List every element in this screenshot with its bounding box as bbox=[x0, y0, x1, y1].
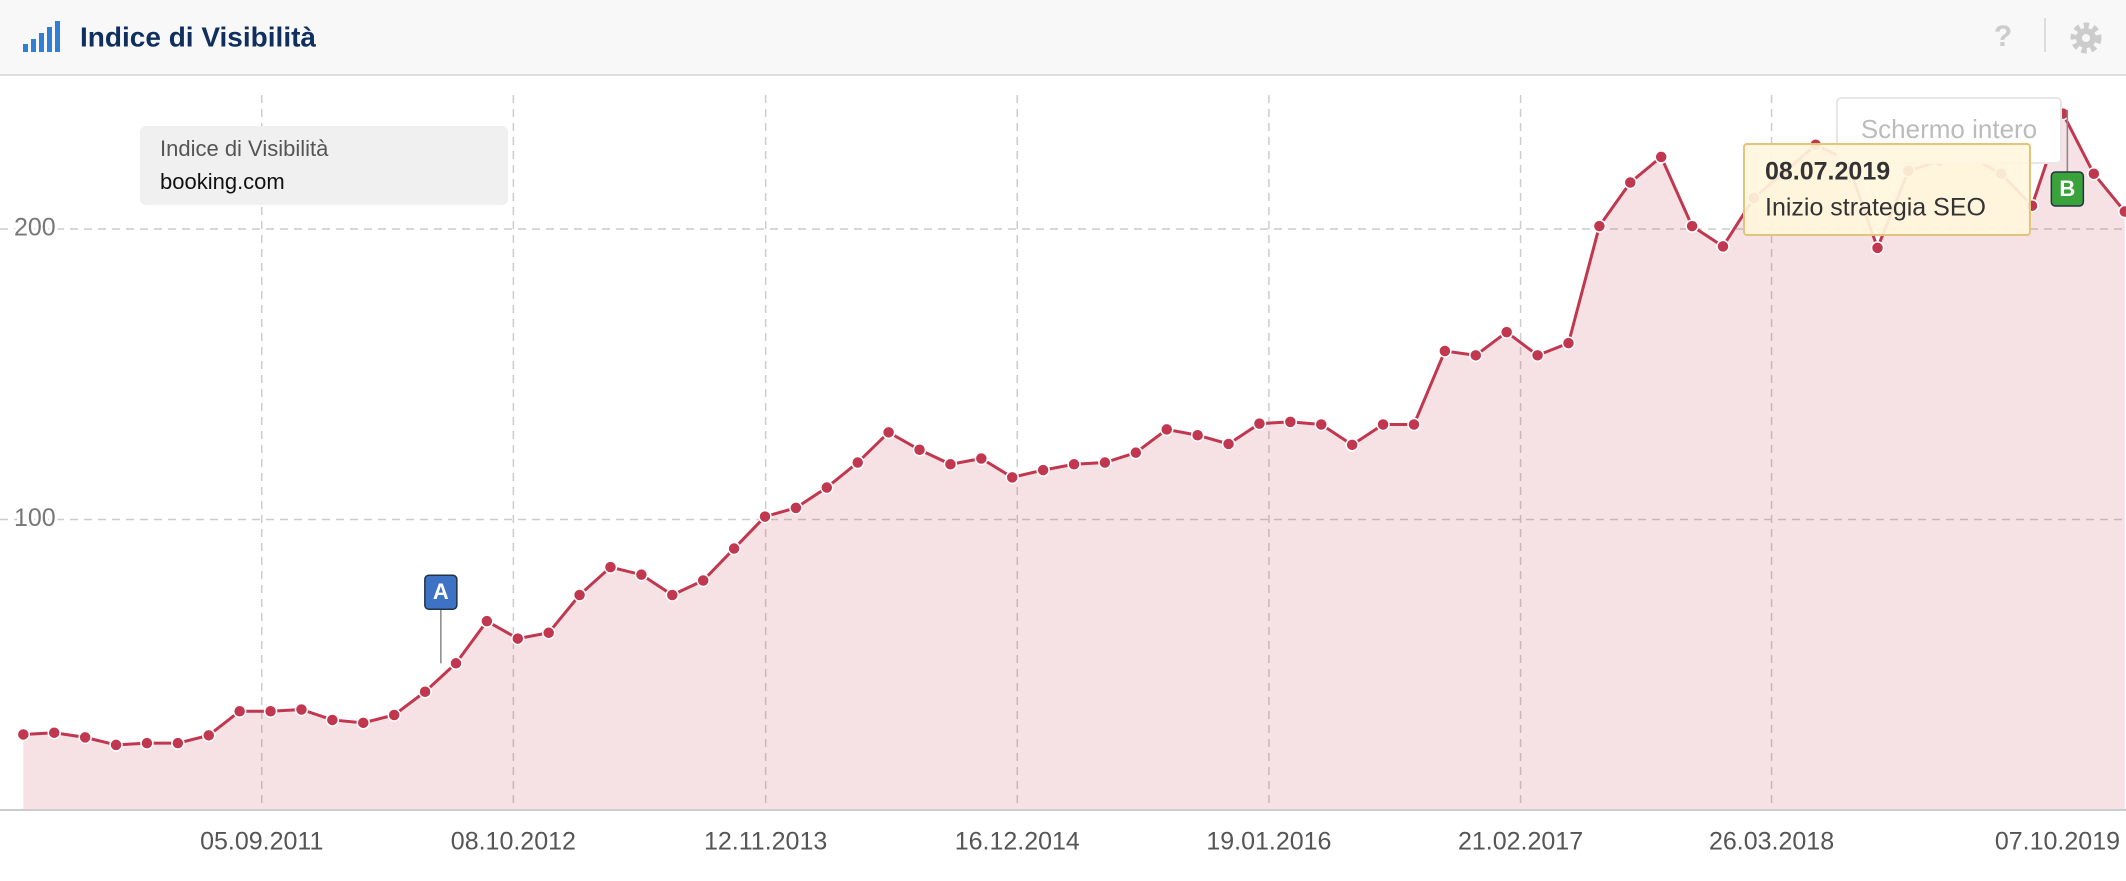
data-point bbox=[1623, 175, 1638, 190]
legend-box bbox=[140, 126, 508, 205]
data-point bbox=[634, 567, 649, 582]
data-point bbox=[665, 588, 680, 602]
data-point bbox=[325, 713, 340, 727]
annotation-flag bbox=[424, 574, 458, 611]
header-icon bbox=[23, 21, 60, 52]
data-point bbox=[2117, 204, 2126, 219]
data-point bbox=[1376, 417, 1390, 432]
x-tick-label: 07.10.2019 bbox=[1995, 828, 2120, 856]
data-point bbox=[1221, 437, 1236, 451]
data-point bbox=[696, 573, 710, 588]
x-tick-label: 26.03.2018 bbox=[1709, 828, 1834, 856]
data-point bbox=[850, 455, 865, 470]
x-tick-label: 19.01.2016 bbox=[1206, 828, 1331, 856]
data-point bbox=[2087, 167, 2101, 181]
data-point bbox=[1438, 344, 1452, 358]
tooltip bbox=[1743, 143, 2031, 236]
annotation-flag bbox=[2050, 171, 2085, 207]
data-point bbox=[1159, 422, 1174, 437]
header-title: Indice di Visibilità bbox=[80, 21, 316, 52]
data-point bbox=[16, 727, 31, 742]
data-point bbox=[1129, 445, 1143, 460]
data-point bbox=[1190, 428, 1205, 442]
data-point bbox=[974, 451, 989, 466]
x-tick-label: 08.10.2012 bbox=[451, 828, 576, 856]
data-point bbox=[418, 685, 432, 699]
data-point bbox=[171, 736, 185, 750]
fullscreen-label: Schermo intero bbox=[1861, 114, 2037, 144]
data-point bbox=[1345, 438, 1359, 452]
data-point bbox=[202, 728, 216, 743]
data-point bbox=[449, 656, 463, 671]
data-point bbox=[1499, 325, 1514, 339]
data-point bbox=[1654, 150, 1668, 164]
tooltip-text: Inizio strategia SEO bbox=[1765, 194, 1986, 222]
data-point bbox=[1592, 219, 1607, 233]
data-point bbox=[78, 730, 92, 745]
annotation-label: A bbox=[433, 579, 449, 604]
data-point bbox=[511, 631, 525, 646]
data-point bbox=[47, 725, 61, 740]
data-point bbox=[881, 425, 896, 440]
data-point bbox=[1407, 417, 1421, 432]
legend-entry: booking.com bbox=[160, 169, 285, 194]
annotation-label: B bbox=[2059, 176, 2075, 201]
data-point bbox=[1716, 239, 1730, 254]
data-point bbox=[1252, 416, 1267, 431]
data-point bbox=[1283, 415, 1298, 429]
data-point bbox=[820, 480, 834, 495]
x-tick-label: 16.12.2014 bbox=[955, 828, 1080, 856]
data-point bbox=[1098, 455, 1112, 470]
help-icon[interactable]: ? bbox=[1994, 20, 2012, 53]
x-tick-label: 12.11.2013 bbox=[704, 828, 827, 856]
data-point bbox=[789, 501, 803, 515]
data-point bbox=[480, 614, 494, 628]
data-point bbox=[1469, 348, 1483, 363]
data-point bbox=[603, 560, 618, 574]
y-tick-label: 200 bbox=[14, 214, 56, 242]
tooltip-date: 08.07.2019 bbox=[1765, 158, 1890, 186]
data-point bbox=[387, 708, 401, 722]
settings-icon[interactable] bbox=[2070, 22, 2102, 54]
x-tick-label: 21.02.2017 bbox=[1458, 828, 1583, 856]
data-point bbox=[263, 704, 278, 718]
y-tick-label: 100 bbox=[14, 504, 56, 532]
data-point bbox=[1870, 241, 1885, 255]
data-point bbox=[232, 704, 247, 718]
data-point bbox=[140, 736, 154, 750]
x-tick-label: 05.09.2011 bbox=[200, 828, 323, 856]
data-point bbox=[109, 738, 123, 752]
data-point bbox=[1530, 348, 1545, 363]
data-point bbox=[727, 541, 741, 556]
data-point bbox=[1067, 457, 1081, 472]
data-point bbox=[356, 716, 371, 730]
data-point bbox=[912, 443, 927, 457]
data-point bbox=[1005, 470, 1019, 485]
data-point bbox=[943, 457, 958, 472]
data-point bbox=[1314, 417, 1329, 432]
data-point bbox=[572, 588, 587, 602]
data-point bbox=[1685, 219, 1699, 233]
data-point bbox=[294, 702, 309, 717]
header-bar bbox=[0, 0, 2126, 75]
data-point bbox=[758, 509, 772, 524]
data-point bbox=[1036, 463, 1050, 477]
data-point bbox=[541, 626, 556, 640]
legend-title: Indice di Visibilità bbox=[160, 136, 329, 161]
data-point bbox=[1561, 336, 1576, 350]
